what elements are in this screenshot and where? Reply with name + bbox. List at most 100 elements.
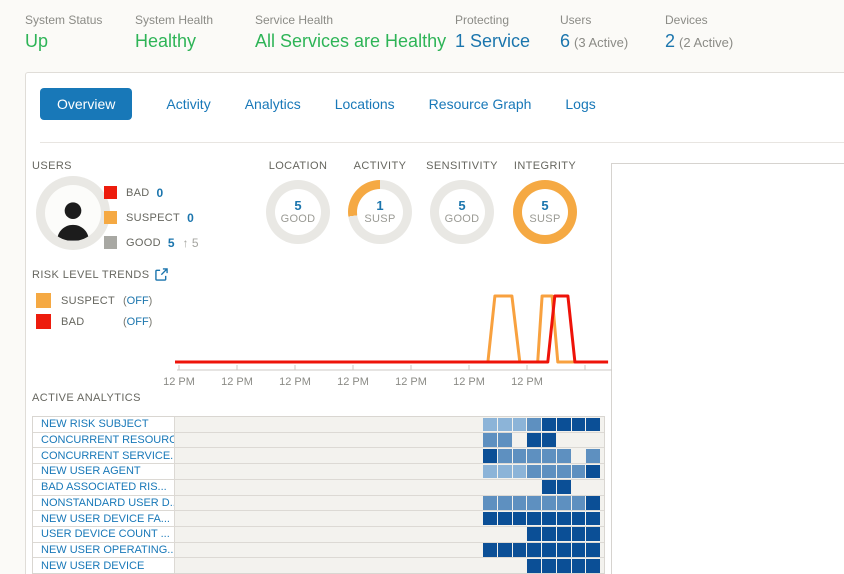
- analytic-row-label[interactable]: CONCURRENT RESOURC...: [33, 432, 175, 448]
- analytic-row-label[interactable]: NEW RISK SUBJECT: [33, 417, 175, 432]
- heatmap-track: [175, 479, 604, 495]
- tab-resource-graph[interactable]: Resource Graph: [429, 88, 532, 120]
- status-stat-value: 2 (2 Active): [665, 31, 734, 51]
- heatmap-track: [175, 526, 604, 542]
- heatmap-cell: [542, 511, 556, 526]
- analytic-row-label[interactable]: NEW USER DEVICE FA...: [33, 511, 175, 526]
- status-stat: System Status Up: [25, 13, 102, 52]
- heatmap-cell: [497, 511, 512, 526]
- status-stat-label: Devices: [665, 13, 708, 27]
- analytic-row-label[interactable]: BAD ASSOCIATED RIS...: [33, 479, 175, 495]
- analytic-row-label[interactable]: NEW USER AGENT: [33, 464, 175, 479]
- gauge-inner: 1 SUSP: [357, 189, 403, 235]
- heatmap-cell: [556, 527, 571, 542]
- heatmap-cell: [527, 511, 541, 526]
- active-analytics-heatmap: NEW RISK SUBJECT CONCURRENT RESOURC... CON…: [32, 416, 605, 574]
- heatmap-cell: [483, 496, 497, 510]
- legend-value: 0: [187, 210, 194, 225]
- tab-logs[interactable]: Logs: [565, 88, 595, 120]
- heatmap-track: [175, 558, 604, 574]
- heatmap-cell: [483, 511, 497, 526]
- legend-paren: (: [123, 294, 127, 307]
- legend-value: 0: [156, 185, 164, 200]
- risk-trends-header: RISK LEVEL TRENDS: [32, 268, 169, 281]
- analytic-row-label[interactable]: USER DEVICE COUNT ...: [33, 526, 175, 542]
- heatmap-cell: [497, 448, 512, 463]
- table-row: NEW RISK SUBJECT: [33, 417, 604, 432]
- users-legend-item: SUSPECT 0: [104, 205, 199, 230]
- heatmap-cell: [483, 433, 497, 447]
- tab-activity[interactable]: Activity: [166, 88, 210, 120]
- heatmap-cell: [497, 464, 512, 479]
- status-stat: Service Health All Services are Healthy: [255, 13, 446, 52]
- heatmap-cell: [586, 543, 600, 557]
- heatmap-cell: [483, 448, 497, 463]
- gauge-inner: 5 GOOD: [275, 189, 321, 235]
- heatmap-cell: [556, 543, 571, 557]
- trend-series-suspect: [175, 294, 600, 364]
- legend-label: BAD: [126, 186, 150, 199]
- analytic-row-label[interactable]: CONCURRENT SERVICE...: [33, 448, 175, 464]
- heatmap-cell: [542, 558, 556, 573]
- heatmap-cell: [512, 464, 527, 479]
- risk-legend-item: BAD ( OFF ): [36, 311, 152, 332]
- x-axis-label: 12 PM: [337, 376, 369, 388]
- heatmap-cell: [556, 480, 571, 495]
- legend-toggle-off[interactable]: OFF: [126, 294, 149, 307]
- status-stat-label: Users: [560, 13, 592, 27]
- analytic-row-label[interactable]: NEW USER OPERATING...: [33, 542, 175, 558]
- heatmap-cell: [497, 496, 512, 510]
- heatmap-track: [175, 495, 604, 511]
- tab-bar: Overview Activity Analytics Locations Resour…: [40, 88, 596, 120]
- gauge-status: GOOD: [280, 212, 316, 225]
- x-axis-label: 12 PM: [511, 376, 543, 388]
- legend-paren: ): [148, 294, 153, 307]
- heatmap-cell: [586, 496, 600, 510]
- heatmap-cell: [556, 464, 571, 479]
- tab-overview[interactable]: Overview: [40, 88, 133, 120]
- status-stat-label: Protecting: [455, 13, 510, 27]
- analytic-row-label[interactable]: NONSTANDARD USER D...: [33, 495, 175, 511]
- trend-series-bad: [175, 294, 609, 364]
- heatmap-cell: [571, 417, 586, 432]
- legend-label: SUSPECT: [61, 294, 116, 307]
- external-link-icon[interactable]: [155, 268, 169, 281]
- heatmap-cell: [586, 448, 600, 463]
- tab-locations[interactable]: Locations: [335, 88, 395, 120]
- heatmap-cell: [497, 417, 512, 432]
- heatmap-cell: [542, 543, 556, 557]
- legend-swatch-icon: [104, 211, 117, 224]
- heatmap-cell: [527, 464, 541, 479]
- risk-trends-legend: SUSPECT ( OFF ) BAD ( OFF ): [36, 290, 152, 332]
- legend-toggle-off[interactable]: OFF: [126, 315, 149, 328]
- table-row: BAD ASSOCIATED RIS...: [33, 478, 604, 495]
- status-stat: Users 6 (3 Active): [560, 13, 628, 52]
- user-icon: [45, 185, 101, 241]
- heatmap-cell: [497, 433, 512, 447]
- heatmap-track: [175, 542, 604, 558]
- heatmap-cell: [527, 433, 541, 447]
- status-stat-label: Service Health: [255, 13, 334, 27]
- gauge-value: 5: [458, 197, 466, 213]
- analytic-row-label[interactable]: NEW USER DEVICE: [33, 558, 175, 574]
- table-row: NEW USER OPERATING...: [33, 541, 604, 558]
- heatmap-track: [175, 448, 604, 464]
- gauge-title: ACTIVITY: [353, 160, 407, 172]
- heatmap-cell: [542, 527, 556, 542]
- status-stat: Devices 2 (2 Active): [665, 13, 733, 52]
- heatmap-cell: [571, 496, 586, 510]
- gauge-title: LOCATION: [268, 160, 328, 172]
- heatmap-cell: [586, 527, 600, 542]
- heatmap-track: [175, 464, 604, 479]
- heatmap-cell: [542, 480, 556, 495]
- gauge-location: LOCATION 5 GOOD: [262, 160, 334, 244]
- heatmap-cell: [586, 511, 600, 526]
- heatmap-cell: [542, 448, 556, 463]
- gauge-sensitivity: SENSITIVITY 5 GOOD: [426, 160, 498, 244]
- status-stat-value: 1 Service: [455, 31, 531, 51]
- tab-analytics[interactable]: Analytics: [245, 88, 301, 120]
- status-stat: Protecting 1 Service: [455, 13, 530, 52]
- risk-trends-title: RISK LEVEL TRENDS: [32, 268, 150, 281]
- users-legend: BAD 0 SUSPECT 0 GOOD 5 ↑ 5: [104, 180, 199, 255]
